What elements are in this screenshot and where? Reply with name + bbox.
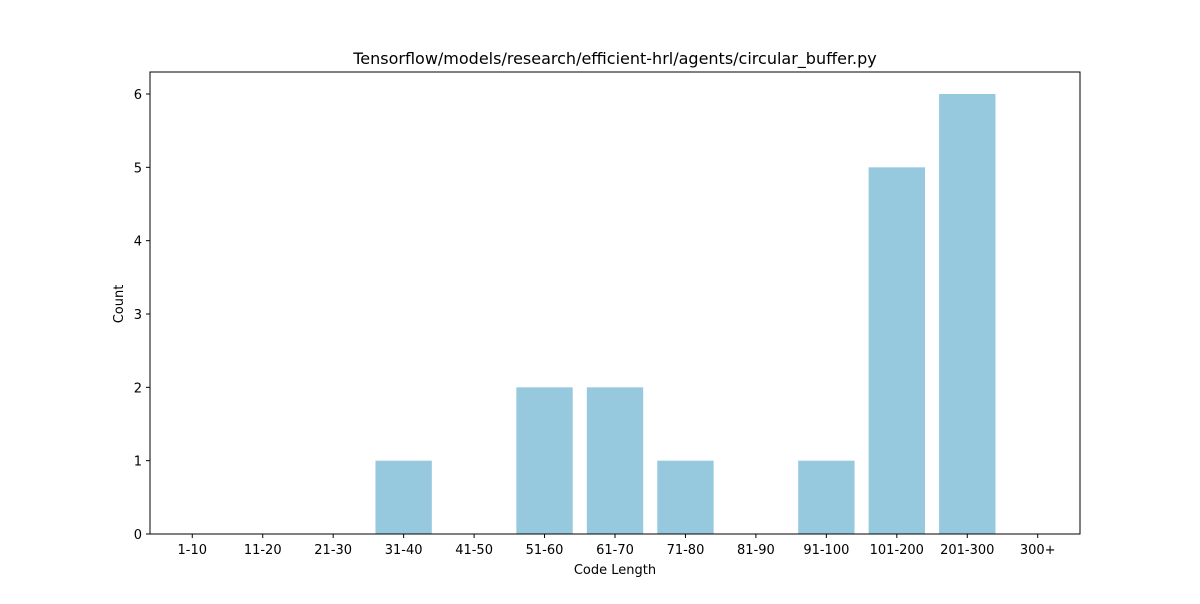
x-tick-label: 31-40 (385, 543, 423, 558)
x-axis-ticks: 1-10 11-20 21-30 31-40 41-50 51-60 61-70 71-80 8… (178, 534, 1056, 558)
x-tick-label: 41-50 (455, 543, 493, 558)
x-tick-label: 61-70 (596, 543, 634, 558)
bar-91-100 (798, 460, 855, 534)
y-axis-ticks: 0 1 2 3 4 5 6 (134, 88, 150, 543)
x-tick-label: 21-30 (314, 543, 352, 558)
bar-101-200 (868, 167, 925, 535)
y-tick-label: 4 (134, 235, 142, 250)
x-tick-label: 11-20 (244, 543, 282, 558)
x-tick-label: 1-10 (178, 543, 208, 558)
x-tick-label: 81-90 (737, 543, 775, 558)
y-tick-label: 5 (134, 161, 142, 176)
bar-51-60 (516, 387, 573, 534)
x-axis-label: Code Length (574, 563, 656, 578)
y-tick-label: 6 (134, 88, 142, 103)
y-tick-label: 0 (134, 528, 142, 543)
bar-201-300 (939, 94, 996, 534)
x-tick-label: 201-300 (940, 543, 994, 558)
x-tick-label: 71-80 (667, 543, 705, 558)
plot-frame (149, 71, 1081, 535)
bar-71-80 (657, 460, 714, 534)
y-axis-label: Count (112, 285, 127, 324)
bar-61-70 (586, 387, 644, 534)
chart-title: Tensorflow/models/research/efficient-hrl… (352, 49, 877, 69)
x-tick-label: 101-200 (870, 543, 924, 558)
bar-31-40 (375, 460, 432, 534)
y-tick-label: 2 (134, 381, 142, 396)
y-tick-label: 1 (134, 455, 142, 470)
y-tick-label: 3 (134, 308, 142, 323)
x-tick-label: 91-100 (803, 543, 849, 558)
bars-layer (375, 94, 996, 535)
x-tick-label: 300+ (1020, 543, 1056, 558)
x-tick-label: 51-60 (526, 543, 564, 558)
